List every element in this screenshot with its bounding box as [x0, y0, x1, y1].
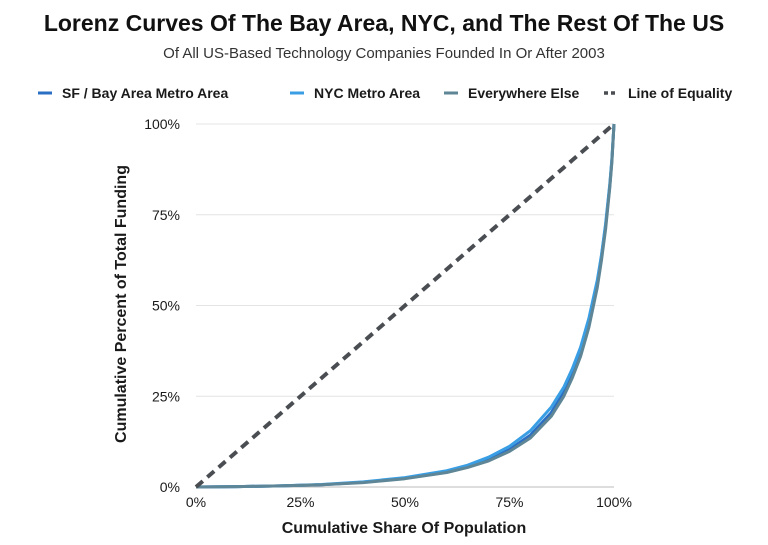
chart-subtitle: Of All US-Based Technology Companies Fou… — [163, 45, 605, 62]
x-tick-label: 0% — [186, 494, 206, 510]
series-line-2 — [195, 123, 616, 489]
legend-label-1: NYC Metro Area — [314, 85, 420, 101]
y-axis-label: Cumulative Percent of Total Funding — [113, 165, 130, 443]
series-lines — [194, 122, 616, 489]
legend-label-3: Line of Equality — [628, 85, 732, 101]
x-tick-label: 100% — [596, 494, 632, 510]
x-tick-label: 25% — [286, 494, 314, 510]
x-tick-label: 50% — [391, 494, 419, 510]
legend: SF / Bay Area Metro Area NYC Metro Area Ev… — [38, 85, 732, 101]
y-tick-label: 75% — [152, 207, 180, 223]
legend-label-0: SF / Bay Area Metro Area — [62, 85, 228, 101]
x-tick-label: 75% — [495, 494, 523, 510]
legend-label-2: Everywhere Else — [468, 85, 580, 101]
y-tick-label: 100% — [144, 116, 180, 132]
x-axis-ticks: 0% 25% 50% 75% 100% — [186, 494, 632, 510]
x-axis-label: Cumulative Share Of Population — [282, 520, 526, 537]
chart-title: Lorenz Curves Of The Bay Area, NYC, and … — [43, 10, 725, 36]
series-line-3 — [194, 122, 616, 489]
y-tick-label: 50% — [152, 298, 180, 314]
y-tick-label: 25% — [152, 388, 180, 404]
y-axis-ticks: 0% 25% 50% 75% 100% — [144, 116, 180, 495]
y-tick-label: 0% — [160, 479, 180, 495]
